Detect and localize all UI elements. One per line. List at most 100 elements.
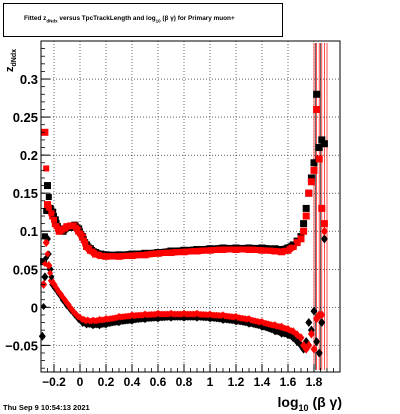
x-tick-label: 0.6	[150, 375, 167, 389]
data-point	[41, 233, 48, 240]
data-point	[320, 220, 328, 228]
data-point	[310, 344, 318, 354]
y-tick-label: 0.25	[13, 110, 38, 125]
data-point	[307, 329, 315, 339]
data-point	[313, 105, 321, 113]
data-point	[53, 219, 60, 226]
data-point	[45, 204, 52, 211]
data-point	[90, 249, 97, 256]
data-point	[310, 306, 318, 316]
x-tick-label: 1.2	[228, 375, 245, 389]
x-tick-label: −0.2	[42, 375, 66, 389]
data-point	[297, 333, 305, 343]
data-point	[310, 166, 318, 174]
y-tick-label: 0.2	[20, 148, 38, 163]
data-point	[44, 201, 51, 209]
y-tick-label: 0.15	[13, 186, 38, 201]
data-point	[300, 227, 308, 235]
data-point	[315, 348, 323, 358]
data-point	[310, 159, 318, 167]
data-point	[320, 140, 328, 148]
data-point	[114, 253, 121, 260]
data-point	[305, 189, 313, 197]
data-point	[244, 246, 251, 253]
y-tick-label: −0.05	[5, 338, 38, 353]
data-point	[153, 250, 160, 257]
data-point	[270, 247, 277, 254]
x-tick-label: 0	[77, 375, 84, 389]
data-point	[307, 174, 315, 182]
data-point	[288, 327, 295, 335]
data-point	[320, 226, 328, 236]
y-tick-label: 0	[31, 300, 38, 315]
data-point	[42, 238, 50, 248]
data-point	[305, 318, 313, 328]
y-axis-label: zdNdx	[4, 49, 19, 72]
data-point	[231, 246, 238, 253]
data-point	[179, 248, 186, 255]
data-point	[127, 312, 134, 320]
data-point	[218, 312, 225, 320]
data-point	[305, 340, 313, 350]
data-point	[205, 311, 212, 319]
data-point	[47, 269, 54, 277]
y-tick-label: 0.3	[20, 72, 38, 87]
data-point	[44, 250, 51, 258]
data-point	[82, 240, 89, 247]
data-point	[313, 337, 321, 347]
data-point	[318, 136, 326, 144]
data-point	[315, 144, 323, 152]
data-point	[276, 248, 283, 255]
data-point	[51, 216, 57, 223]
data-point	[318, 310, 326, 320]
y-tick-label: 0.1	[20, 224, 38, 239]
data-point	[86, 245, 93, 252]
data-point	[96, 252, 103, 259]
data-point	[127, 252, 134, 259]
data-point	[166, 310, 173, 318]
data-point	[140, 251, 147, 258]
data-point	[45, 193, 52, 200]
data-point	[43, 165, 50, 172]
data-point	[38, 331, 46, 341]
data-point	[44, 182, 51, 190]
data-point	[80, 237, 87, 244]
data-point	[318, 318, 326, 328]
chart-title-box: Fitted zdNdx versus TpcTrackLength and l…	[3, 3, 283, 37]
data-point	[320, 234, 328, 244]
data-point	[302, 204, 310, 212]
chart-title: Fitted zdNdx versus TpcTrackLength and l…	[24, 15, 235, 24]
data-point	[288, 333, 295, 341]
data-point	[40, 303, 47, 311]
data-point	[74, 226, 81, 233]
data-point	[300, 220, 308, 228]
data-point	[297, 235, 305, 243]
x-axis-label: log10 (β γ)	[277, 394, 342, 413]
x-tick-label: 1.4	[254, 375, 271, 389]
data-point	[288, 244, 295, 251]
data-point	[101, 253, 108, 260]
data-point	[318, 204, 326, 212]
data-point	[43, 254, 50, 262]
data-point	[205, 247, 212, 254]
x-tick-label: 0.8	[176, 375, 193, 389]
data-point	[192, 248, 199, 255]
data-point	[166, 249, 173, 256]
axis-ticks: −0.2 0 0.2 0.4 0.6 0.8 1 1.2 1.4 1.6 1.8 −0.05 0 0.05…	[5, 40, 341, 389]
y-tick-label: 0.05	[13, 262, 38, 277]
data-point	[293, 239, 301, 247]
grid-lines	[41, 41, 340, 372]
data-point	[153, 310, 160, 318]
data-point	[315, 155, 323, 163]
x-tick-label: 0.4	[124, 375, 141, 389]
data-point	[78, 232, 85, 239]
timestamp-label: Thu Sep 9 10:54:13 2021	[3, 403, 90, 412]
x-tick-label: 1.6	[280, 375, 297, 389]
data-point	[307, 178, 315, 186]
data-points	[38, 43, 328, 370]
x-tick-label: 1	[207, 375, 214, 389]
data-point	[302, 212, 310, 220]
data-point	[218, 246, 225, 253]
data-point	[140, 311, 147, 319]
